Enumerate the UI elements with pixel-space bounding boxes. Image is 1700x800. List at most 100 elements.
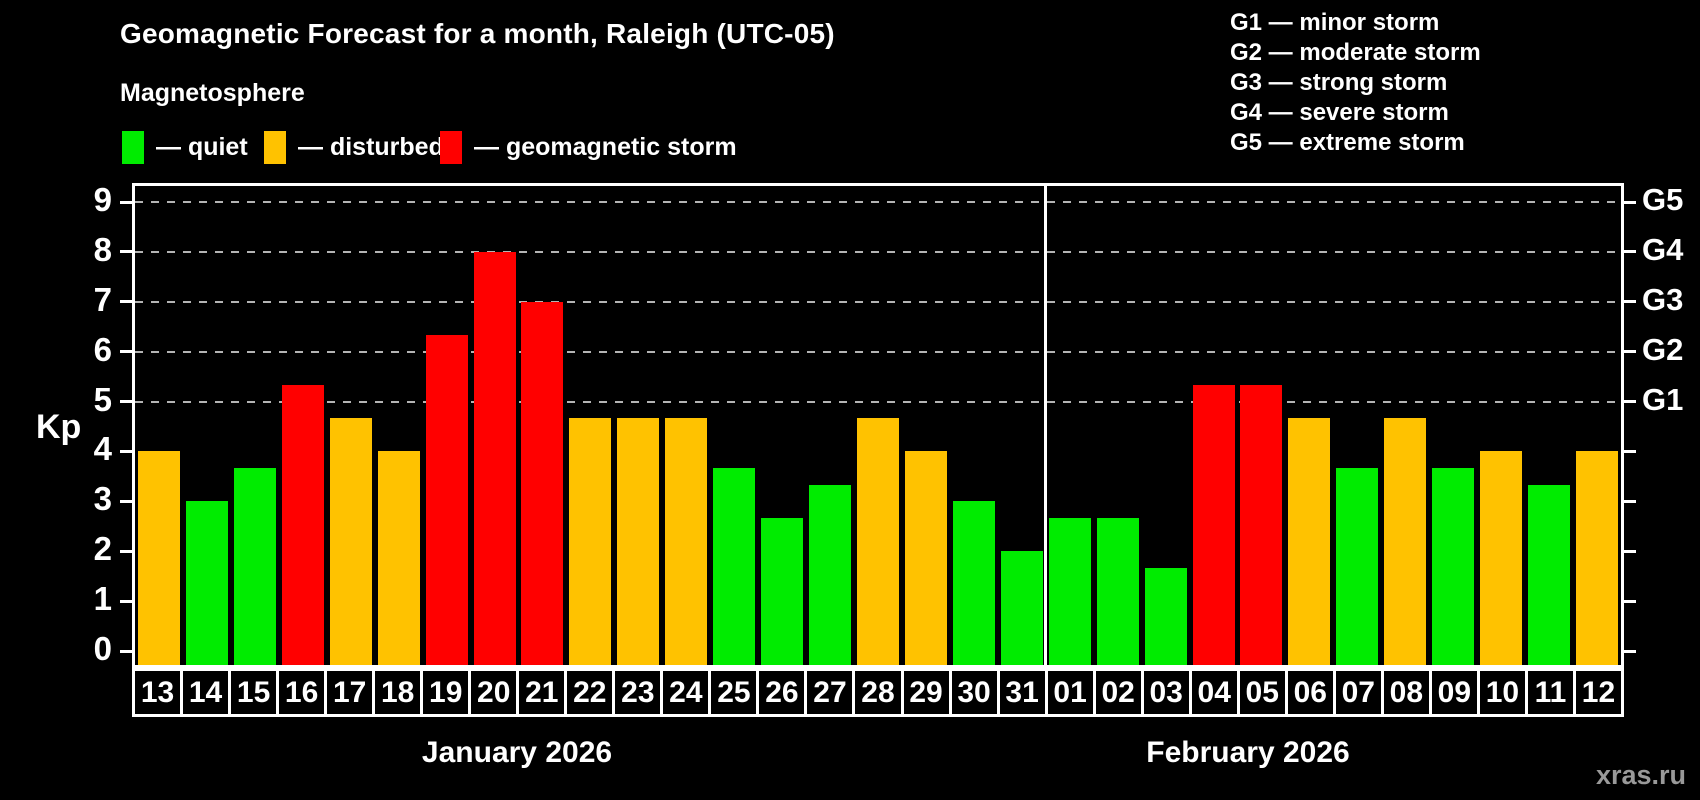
- magnetosphere-label: Magnetosphere: [120, 79, 305, 107]
- left-tick-kp8: [120, 250, 132, 254]
- kp-bar-day-13: [137, 451, 180, 665]
- day-label-16: 16: [276, 668, 328, 717]
- gridline-kp9: [135, 201, 1621, 203]
- day-label-14: 14: [180, 668, 232, 717]
- kp-bar-day-05: [1240, 385, 1283, 665]
- right-tick-kp2: [1624, 549, 1636, 553]
- day-label-30: 30: [948, 668, 1000, 717]
- g-legend-line-4: G4 — severe storm: [1230, 99, 1449, 126]
- day-label-12: 12: [1572, 668, 1624, 717]
- kp-bar-day-15: [233, 467, 276, 665]
- kp-bar-day-16: [281, 385, 324, 665]
- y-tick-label-1: 1: [93, 580, 112, 618]
- right-tick-kp3: [1624, 499, 1636, 503]
- day-axis-row: 13 14 15 16 17 18 19 20 21 22 23 24 25 26 27 28 29 30 31 01…: [132, 668, 1624, 717]
- y-tick-label-6: 6: [93, 330, 112, 368]
- right-tick-kp1: [1624, 599, 1636, 603]
- kp-bar-day-04: [1192, 385, 1235, 665]
- kp-bar-day-20: [473, 251, 516, 665]
- kp-bar-day-25: [713, 467, 756, 665]
- kp-bar-day-28: [857, 418, 899, 665]
- g-legend-line-3: G3 — strong storm: [1230, 69, 1448, 96]
- legend-label-storm: — geomagnetic storm: [474, 132, 737, 161]
- kp-bar-day-06: [1288, 418, 1331, 665]
- right-tick-kp8: [1624, 250, 1636, 254]
- legend-swatch-disturbed: [264, 130, 286, 164]
- day-label-06: 06: [1284, 668, 1336, 717]
- day-label-18: 18: [372, 668, 424, 717]
- g-axis-label-g2: G2: [1642, 331, 1684, 367]
- right-tick-kp0: [1624, 649, 1636, 653]
- g-legend-line-1: G1 — minor storm: [1230, 9, 1440, 36]
- left-tick-kp3: [120, 499, 132, 503]
- right-tick-kp4: [1624, 449, 1636, 453]
- kp-bar-day-19: [425, 335, 468, 665]
- y-tick-label-0: 0: [93, 630, 112, 667]
- day-label-02: 02: [1092, 668, 1144, 717]
- legend-label-quiet: — quiet: [156, 132, 248, 161]
- day-label-19: 19: [420, 668, 472, 717]
- day-label-24: 24: [660, 668, 712, 717]
- kp-bar-day-30: [952, 501, 995, 665]
- day-label-26: 26: [756, 668, 808, 717]
- right-tick-kp7: [1624, 300, 1636, 304]
- g-axis-label-g4: G4: [1642, 231, 1684, 267]
- kp-bar-day-08: [1384, 418, 1427, 665]
- kp-bar-day-27: [809, 484, 852, 665]
- legend-item-disturbed: — disturbed: [264, 128, 444, 166]
- legend-label-disturbed: — disturbed: [298, 132, 444, 161]
- day-label-25: 25: [708, 668, 760, 717]
- kp-bar-day-26: [761, 517, 804, 665]
- kp-bar-day-29: [904, 451, 947, 665]
- watermark: xras.ru: [1595, 760, 1686, 790]
- day-label-09: 09: [1428, 668, 1480, 717]
- day-label-31: 31: [996, 668, 1048, 717]
- left-tick-kp7: [120, 300, 132, 304]
- kp-bar-day-03: [1144, 567, 1187, 665]
- g-scale-legend: G1 — minor storm G2 — moderate storm G3 — …: [1230, 8, 1481, 158]
- day-label-10: 10: [1476, 668, 1528, 717]
- day-label-05: 05: [1236, 668, 1288, 717]
- day-label-07: 07: [1332, 668, 1384, 717]
- day-label-13: 13: [132, 668, 184, 717]
- g-axis-label-g1: G1: [1642, 381, 1684, 417]
- left-tick-kp4: [120, 449, 132, 453]
- day-label-17: 17: [324, 668, 376, 717]
- day-label-22: 22: [564, 668, 616, 717]
- right-tick-kp6: [1624, 350, 1636, 354]
- day-label-28: 28: [852, 668, 904, 717]
- left-tick-kp5: [120, 400, 132, 404]
- kp-bar-day-23: [617, 418, 660, 665]
- kp-bar-day-24: [665, 418, 708, 665]
- day-label-08: 08: [1380, 668, 1432, 717]
- day-label-15: 15: [228, 668, 280, 717]
- legend-item-storm: — geomagnetic storm: [440, 128, 737, 166]
- y-tick-label-3: 3: [93, 480, 112, 518]
- kp-axis-title: Kp: [36, 408, 82, 446]
- page-title: Geomagnetic Forecast for a month, Raleig…: [120, 18, 835, 49]
- kp-bar-day-17: [329, 418, 372, 665]
- left-tick-kp9: [120, 200, 132, 204]
- day-label-04: 04: [1188, 668, 1240, 717]
- legend-item-quiet: — quiet: [122, 128, 248, 166]
- right-tick-kp5: [1624, 400, 1636, 404]
- kp-bar-day-01: [1048, 517, 1091, 665]
- kp-bar-day-10: [1480, 451, 1523, 665]
- day-label-21: 21: [516, 668, 568, 717]
- gridline-kp6: [135, 350, 1621, 353]
- y-tick-label-7: 7: [93, 280, 112, 318]
- left-tick-kp1: [120, 599, 132, 603]
- left-tick-kp6: [120, 350, 132, 354]
- gridline-kp5: [135, 400, 1621, 403]
- g-axis-label-g3: G3: [1642, 281, 1684, 317]
- day-label-23: 23: [612, 668, 664, 717]
- day-label-11: 11: [1524, 668, 1576, 717]
- month-divider-line: [1044, 186, 1048, 665]
- kp-bar-day-11: [1528, 484, 1571, 665]
- kp-bar-day-02: [1096, 517, 1139, 665]
- day-label-01: 01: [1044, 668, 1096, 717]
- y-tick-label-8: 8: [93, 230, 112, 268]
- legend-swatch-storm: [440, 130, 462, 164]
- day-label-27: 27: [804, 668, 856, 717]
